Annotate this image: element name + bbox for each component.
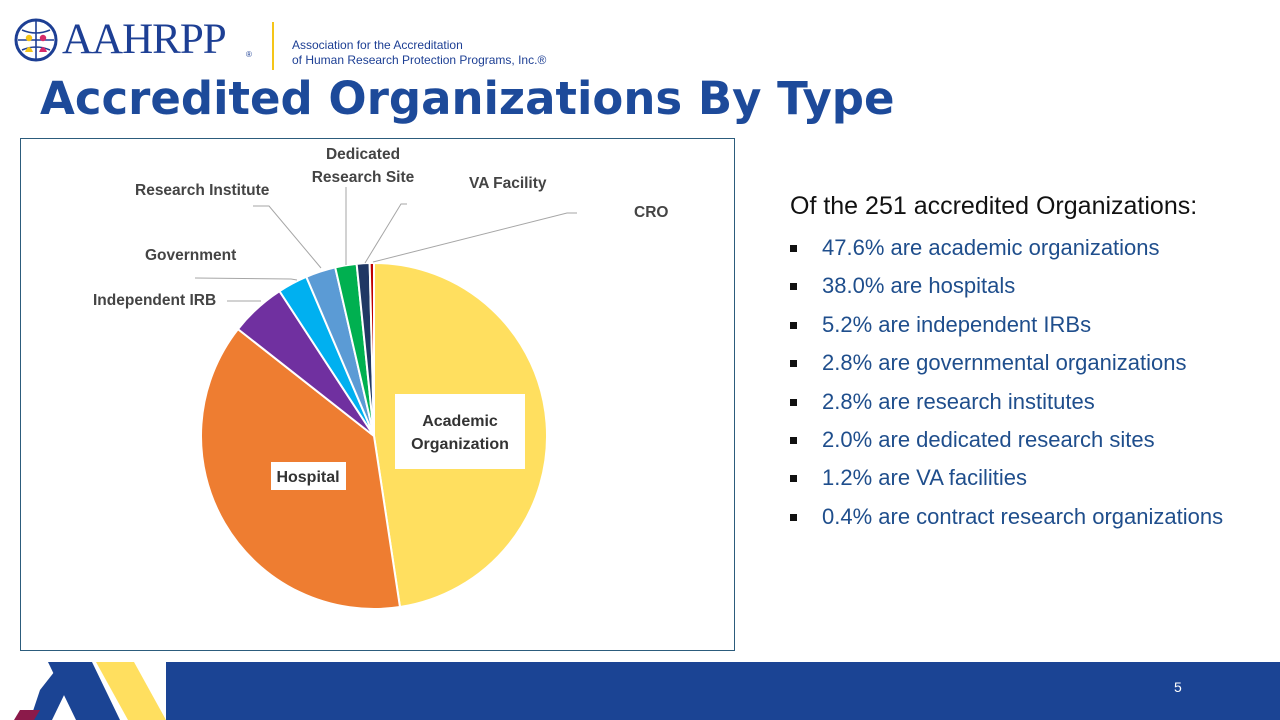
stat-item: 47.6% are academic organizations — [790, 231, 1280, 269]
stat-item: 1.2% are VA facilities — [790, 461, 1280, 499]
page-number: 5 — [1174, 679, 1182, 695]
bullet-square-icon — [790, 475, 797, 483]
stat-text: 47.6% are academic organizations — [822, 235, 1160, 260]
bullet-square-icon — [790, 513, 797, 521]
stat-text: 5.2% are independent IRBs — [822, 311, 1092, 337]
summary-heading: Of the 251 accredited Organizations: — [790, 192, 1198, 220]
stat-item: 2.8% are research institutes — [790, 385, 1280, 423]
stat-text: 0.4% are contract research organizations — [822, 503, 1224, 529]
label-hospital: Hospital — [276, 469, 339, 486]
logo-divider — [272, 22, 274, 70]
logo-wordmark: AAHRPP — [62, 16, 227, 63]
leader-line-va-facility — [364, 203, 407, 264]
stat-list: 47.6% are academic organizations 38.0% a… — [790, 231, 1280, 538]
stat-text: 1.2% are VA facilities — [822, 465, 1028, 491]
inside-label-hospital: Hospital — [271, 462, 346, 490]
logo-tagline: Association for the Accreditation of Hum… — [292, 38, 546, 68]
bullet-square-icon — [790, 245, 797, 252]
stat-item: 0.4% are contract research organizations — [790, 500, 1280, 538]
label-academic-line-2: Organization — [411, 436, 509, 453]
bullet-square-icon — [790, 436, 797, 444]
label-independent-irb: Independent IRB — [93, 292, 216, 309]
footer-blue-band — [0, 662, 1280, 720]
stat-text: 2.8% are research institutes — [822, 388, 1095, 414]
stat-text: 2.0% are dedicated research sites — [822, 426, 1155, 452]
bullet-square-icon — [790, 283, 797, 291]
inside-label-academic: Academic Organization — [395, 394, 525, 469]
chevron-blue-left — [30, 662, 80, 720]
logo-registered-mark: ® — [246, 50, 252, 59]
pie-chart: Academic Organization Hospital Independe… — [93, 146, 668, 610]
label-dedicated-line-1: Dedicated — [326, 146, 400, 163]
stat-item: 5.2% are independent IRBs — [790, 308, 1280, 346]
stat-item: 2.0% are dedicated research sites — [790, 423, 1280, 461]
leader-lines — [194, 187, 577, 302]
band-fill-right — [166, 662, 200, 720]
stat-item: 2.8% are governmental organizations — [790, 346, 1280, 384]
pie-chart-frame: Academic Organization Hospital Independe… — [20, 138, 735, 651]
bullet-square-icon — [790, 360, 797, 368]
tagline-line-1: Association for the Accreditation — [292, 38, 463, 52]
label-academic-line-1: Academic — [422, 413, 498, 430]
footer-chevron-decoration — [0, 662, 200, 720]
leader-line-cro — [372, 212, 577, 263]
chevron-maroon — [14, 710, 40, 720]
label-cro: CRO — [634, 204, 668, 221]
stat-text: 38.0% are hospitals — [822, 273, 1016, 299]
stat-text: 2.8% are governmental organizations — [822, 350, 1187, 376]
logo-globe-icon — [14, 18, 58, 62]
bullet-square-icon — [790, 321, 797, 329]
summary-panel: Of the 251 accredited Organizations: 47.… — [790, 192, 1280, 538]
pie-slice-cro — [368, 261, 375, 437]
label-va-facility: VA Facility — [469, 175, 547, 192]
chevron-yellow — [96, 662, 166, 720]
bullet-square-icon — [790, 398, 797, 406]
tagline-line-2: of Human Research Protection Programs, I… — [292, 53, 547, 67]
footer-band: 5 — [0, 662, 1280, 720]
label-research-institute: Research Institute — [135, 182, 270, 199]
leader-line-research-institute — [253, 205, 322, 269]
stat-item: 38.0% are hospitals — [790, 269, 1280, 307]
label-government: Government — [145, 247, 236, 264]
page-title: Accredited Organizations By Type — [40, 72, 895, 125]
leader-line-government — [194, 277, 298, 281]
label-dedicated-line-2: Research Site — [312, 169, 415, 186]
